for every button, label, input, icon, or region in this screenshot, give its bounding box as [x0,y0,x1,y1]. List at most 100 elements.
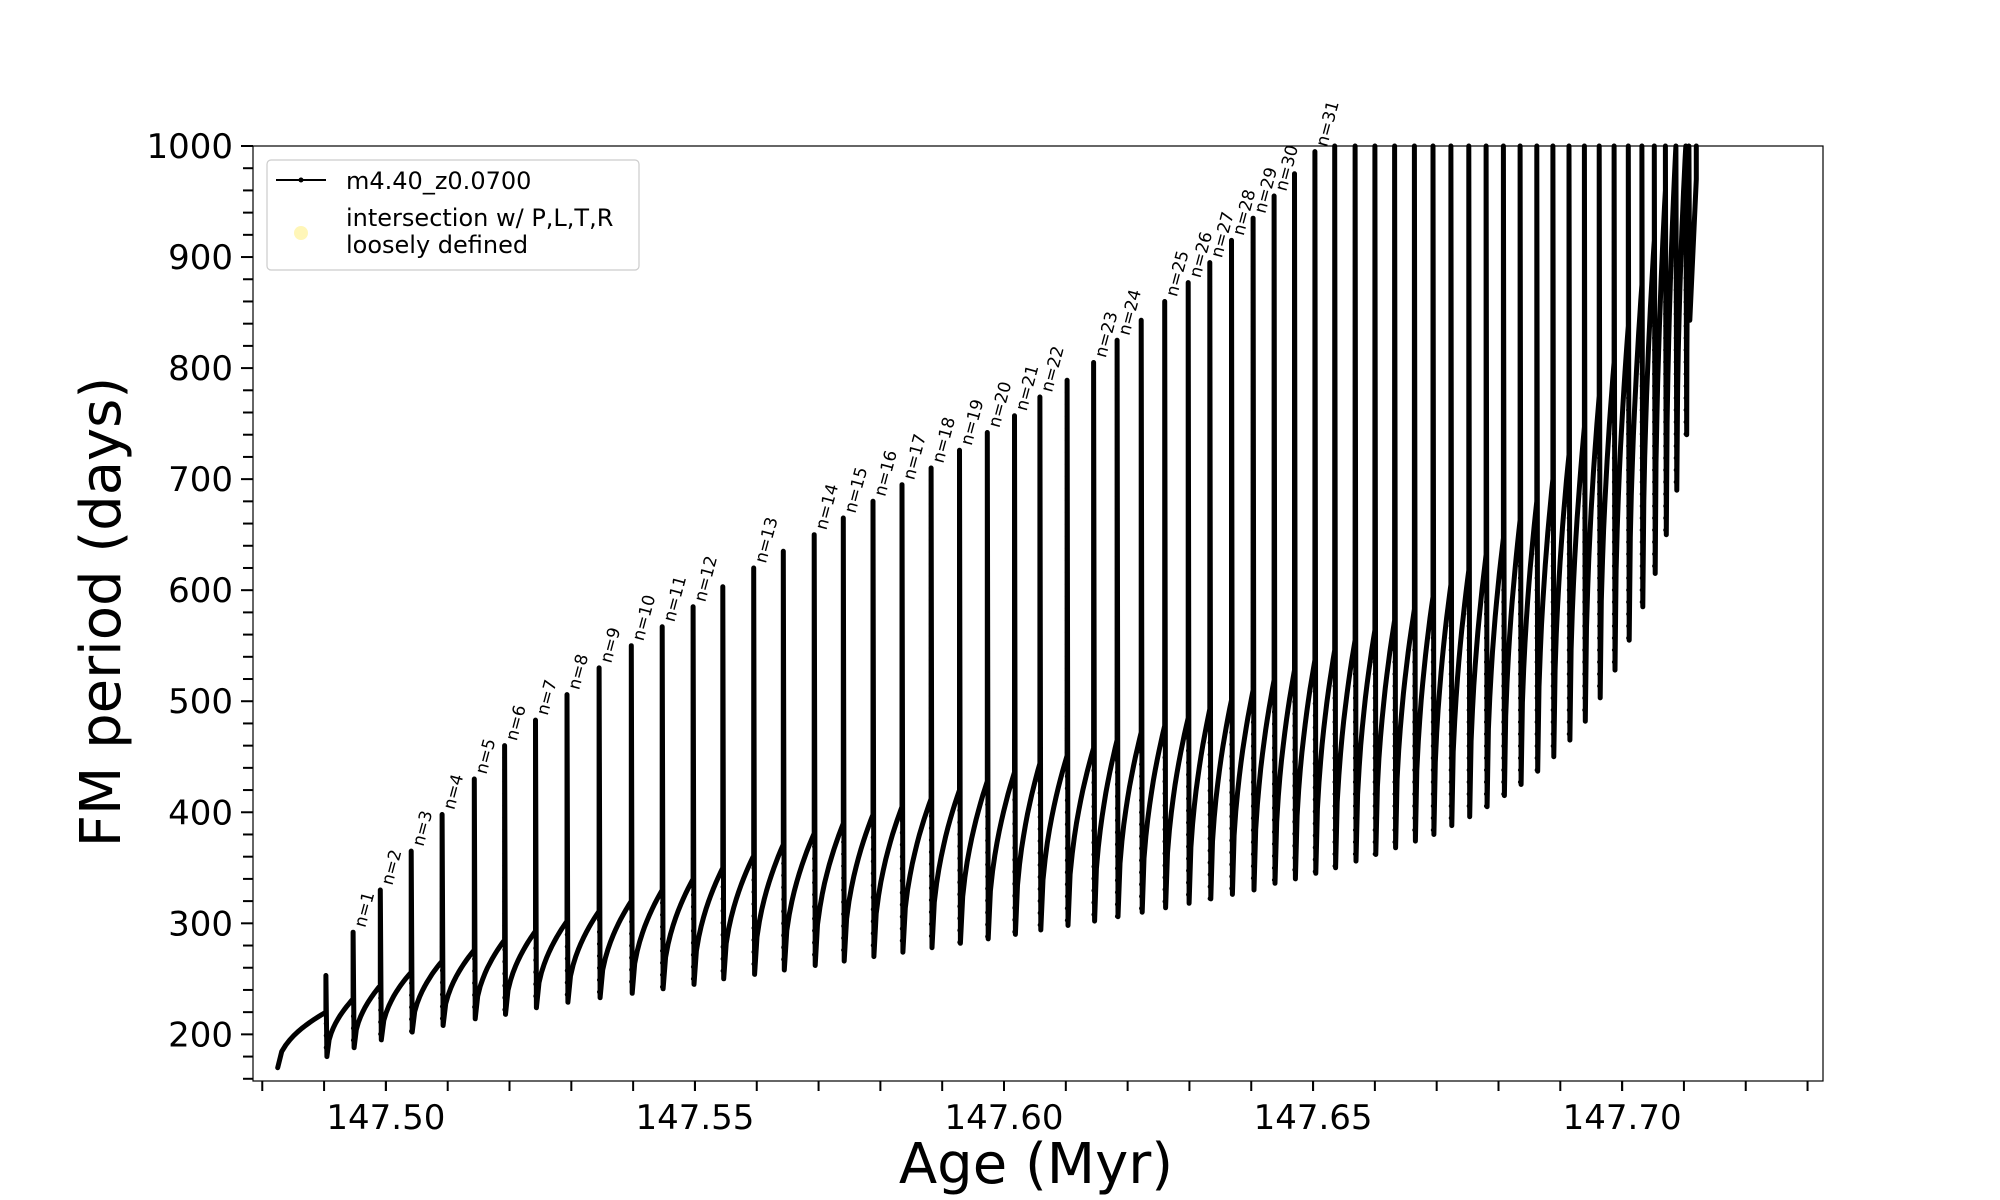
spike-sample-point [841,575,846,581]
spike-sample-point [1012,533,1017,539]
spike-sample-point [1412,587,1417,593]
spike-sample-point [1392,671,1397,677]
spike-sample-point [1292,675,1297,680]
spike-sample-point [1448,683,1454,689]
spike-sample-point [1517,515,1523,521]
spike-sample-point [1412,683,1417,689]
spike-sample-point [1483,659,1489,665]
spike-sample-point [1566,395,1572,401]
spike-sample-point [1372,815,1378,821]
spike-sample-point [899,626,905,631]
spike-sample-point [564,884,570,889]
spike-sample-point [1534,623,1540,629]
spike-sample-point [1012,629,1017,635]
spike-sample-point [533,969,538,975]
spike-sample-point [1292,663,1297,668]
spike-sample-point [1372,323,1378,329]
spike-sample-point [564,992,570,997]
spike-sample-point [1312,293,1318,298]
spike-sample-point [1448,347,1454,353]
spike-sample-point [1534,239,1540,245]
spike-sample-point [1114,722,1120,727]
spike-sample-point [957,796,962,801]
spike-sample-point [1012,749,1017,755]
spike-sample-point [1372,851,1378,857]
spike-sample-point [720,956,725,962]
spike-sample-point [985,790,990,795]
spike-sample-point [1430,635,1436,641]
spike-sample-point [899,818,905,823]
spike-sample-point [1229,418,1234,423]
spike-sample-point [1392,551,1397,557]
spike-sample-point [1372,167,1378,173]
spike-sample-point [1312,509,1318,514]
spike-sample-point [1091,552,1096,557]
spike-sample-point [1611,503,1617,509]
spike-sample-point [1582,371,1587,377]
spike-sample-point [472,848,477,854]
spike-sample-point [899,842,905,847]
spike-sample-point [564,740,570,745]
spike-sample-point [629,883,634,888]
spike-sample-point [985,886,990,891]
spike-sample-point [1091,876,1096,881]
spike-sample-point [720,716,725,722]
spike-sample-point [1091,600,1096,605]
spike-sample-point [812,952,817,957]
spike-sample-point [1372,431,1378,437]
spike-sample-point [1037,898,1043,904]
spike-sample-point [1597,575,1602,581]
spike-sample-point [1412,503,1417,509]
spike-sample-point [1448,203,1454,209]
spike-sample-point [1392,623,1397,629]
spike-sample-point [533,765,538,771]
spike-sample-point [870,655,876,660]
spike-sample-point [1352,203,1358,209]
spike-sample-point [1517,251,1523,257]
spike-sample-point [928,477,934,483]
spike-sample-point [1448,719,1454,725]
spike-sample-point [1639,419,1645,425]
spike-sample-point [1501,395,1506,401]
spike-sample-point [1673,383,1679,389]
spike-sample-point [1626,371,1631,377]
spike-sample-point [1597,203,1602,209]
spike-sample-point [1250,227,1256,233]
spike-sample-point [1412,551,1417,557]
spike-sample-point [1250,287,1256,293]
spike-sample-point [1534,731,1540,737]
spike-sample-point [1686,191,1692,197]
spike-sample-point [1372,551,1378,557]
spike-sample-point [1673,203,1679,209]
spike-sample-point [1139,498,1144,503]
spike-sample-point [1611,203,1617,209]
spike-sample-point [1312,365,1318,370]
spike-sample-point [1352,515,1358,521]
spike-sample-point [1566,311,1572,317]
spike-sample-point [1448,539,1454,545]
pulse-label: n=17 [900,432,931,482]
spike-sample-point [1448,323,1454,329]
spike-sample-point [1114,602,1120,607]
spike-sample-point [1271,853,1277,859]
spike-sample-point [1652,347,1657,353]
spike-sample-point [1332,155,1337,161]
spike-sample-point [1639,359,1645,365]
spike-sample-point [1229,814,1234,819]
spike-sample-point [1312,305,1318,310]
spike-sample-point [1292,519,1297,524]
spike-sample-point [1582,323,1587,329]
spike-sample-point [1139,618,1144,623]
spike-sample-point [1352,671,1358,677]
spike-sample-point [1582,647,1587,653]
spike-sample-point [1186,316,1191,321]
pulse-label: n=22 [1037,344,1068,394]
spike-sample-point [1611,563,1617,569]
spike-sample-point [1271,517,1277,523]
spike-sample-point [1611,611,1617,617]
spike-sample-point [533,753,538,759]
spike-sample-point [928,909,934,915]
spike-sample-point [1550,239,1556,245]
spike-sample-point [690,760,696,766]
spike-sample-point [1611,635,1617,641]
